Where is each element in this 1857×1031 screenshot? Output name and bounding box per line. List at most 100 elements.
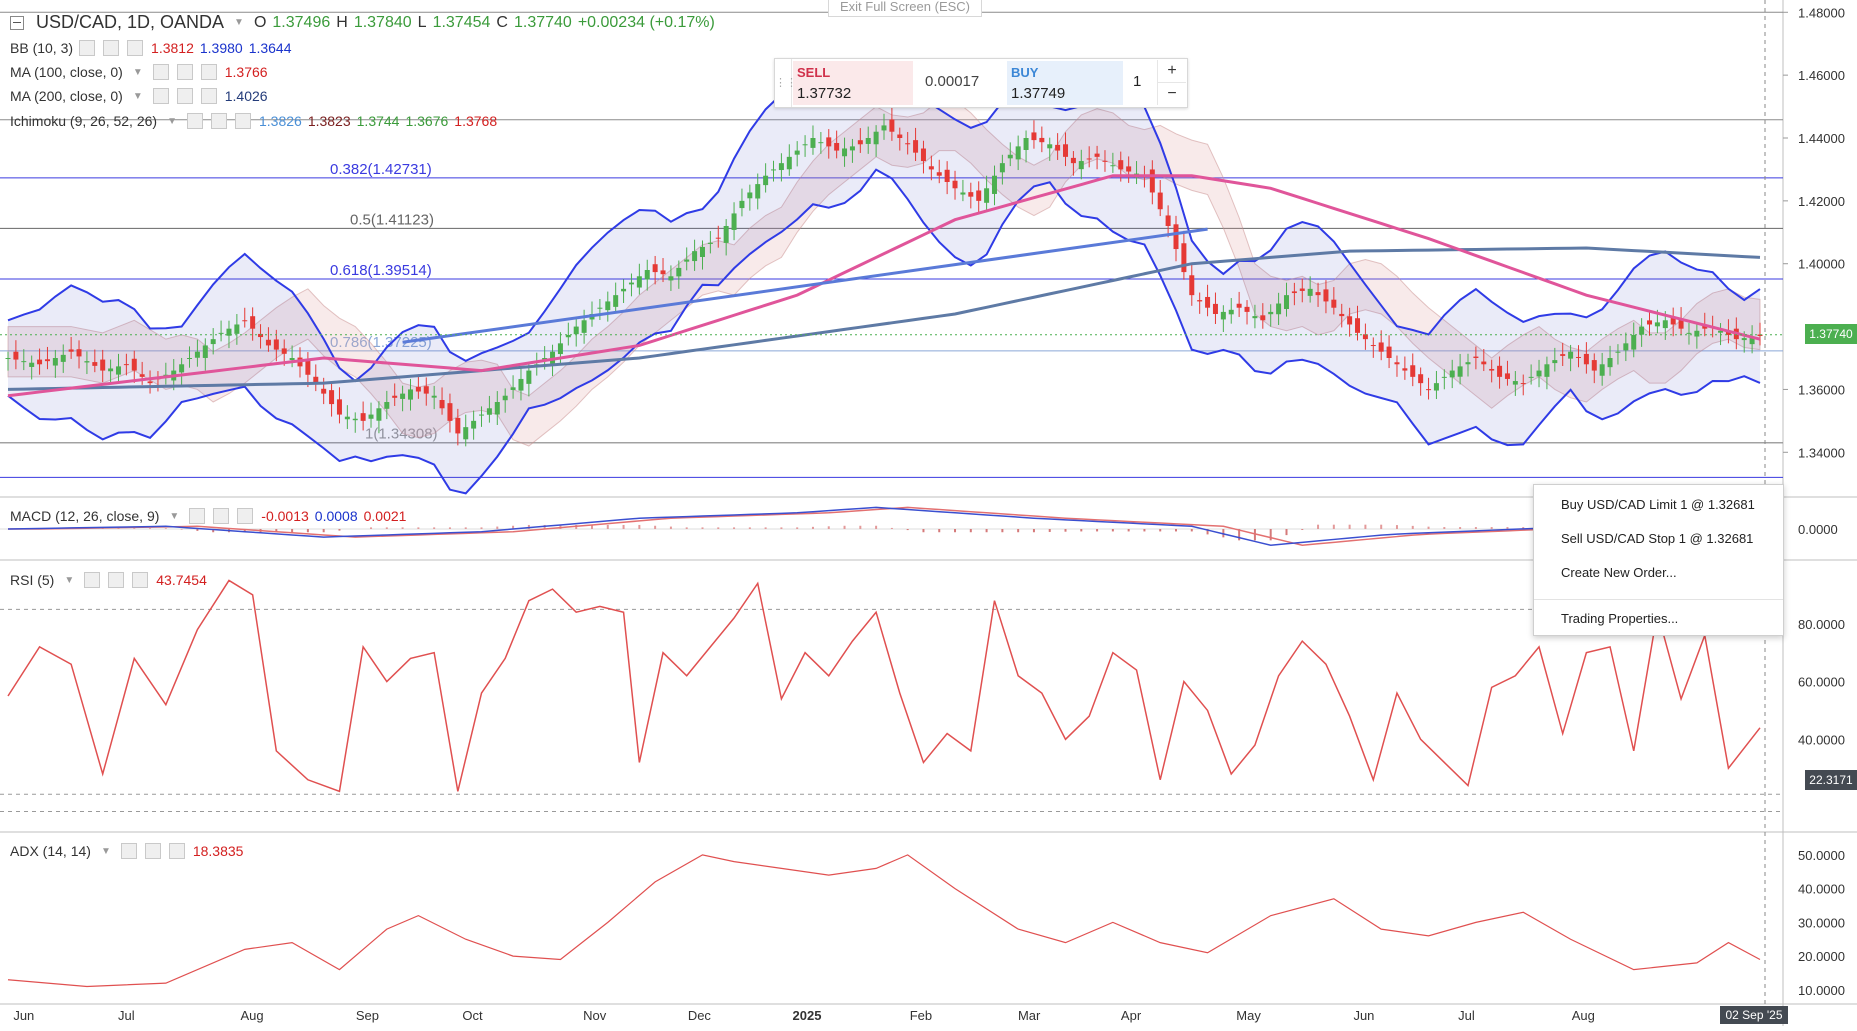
trade-panel[interactable]: ⋮⋮ SELL 1.37732 0.00017 BUY 1.37749 1 + … — [774, 58, 1188, 108]
ma200-name: MA (200, close, 0) — [10, 88, 123, 104]
candle-body — [1299, 288, 1305, 291]
legend-bb[interactable]: BB (10, 3) 1.3812 1.3980 1.3644 — [10, 40, 292, 56]
fib-level-label: 0.786(1.37225) — [330, 334, 432, 351]
ma200-value: 1.4026 — [224, 88, 268, 104]
menu-item-trading-properties[interactable]: Trading Properties... — [1561, 611, 1679, 626]
rsi-value: 43.7454 — [156, 572, 207, 588]
ma100-line — [7, 174, 1761, 398]
quantity-field[interactable]: 1 — [1133, 73, 1142, 90]
candle-body — [313, 376, 319, 384]
x-tick-label: Sep — [356, 1008, 379, 1023]
eye-icon[interactable] — [152, 64, 169, 80]
gear-icon[interactable] — [108, 572, 125, 588]
chevron-down-icon[interactable]: ▼ — [100, 845, 111, 857]
sell-button[interactable]: SELL 1.37732 — [793, 61, 913, 105]
candle-body — [336, 399, 342, 415]
close-icon[interactable] — [237, 508, 254, 524]
candle-body — [1276, 303, 1282, 315]
gear-icon[interactable] — [176, 88, 193, 104]
sell-label: SELL — [797, 65, 831, 80]
quantity-decrease-button[interactable]: − — [1157, 83, 1186, 105]
candle-body — [636, 276, 642, 288]
menu-item-create-order[interactable]: Create New Order... — [1561, 565, 1677, 580]
menu-item-sell-stop[interactable]: Sell USD/CAD Stop 1 @ 1.32681 — [1561, 531, 1754, 546]
drag-handle-icon[interactable]: ⋮⋮ — [775, 59, 797, 107]
candle-body — [1489, 368, 1495, 371]
eye-icon[interactable] — [152, 88, 169, 104]
bb-value-basis: 1.3812 — [151, 40, 194, 56]
candle-body — [668, 276, 674, 281]
ichimoku-cloud — [7, 99, 1761, 447]
gear-icon[interactable] — [176, 64, 193, 80]
x-tick-label: Mar — [1018, 1008, 1041, 1023]
candle-body — [108, 368, 114, 372]
legend-ichimoku[interactable]: Ichimoku (9, 26, 52, 26) ▼ 1.3826 1.3823… — [10, 113, 497, 129]
close-icon[interactable] — [132, 572, 149, 588]
candle-body — [1607, 358, 1613, 368]
candle-body — [1647, 320, 1653, 325]
exit-fullscreen-hint[interactable]: Exit Full Screen (ESC) — [828, 0, 982, 17]
candle-body — [1323, 289, 1329, 302]
candle-body — [984, 188, 990, 203]
eye-icon[interactable] — [84, 572, 101, 588]
close-icon[interactable] — [168, 843, 185, 859]
macd-signal-line — [8, 506, 1761, 546]
ma100-name: MA (100, close, 0) — [10, 64, 123, 80]
buy-button[interactable]: BUY 1.37749 — [1007, 61, 1123, 105]
y-tick-label: 60.0000 — [1798, 675, 1845, 690]
candle-body — [597, 307, 603, 309]
chevron-down-icon[interactable]: ▼ — [167, 115, 177, 127]
legend-macd[interactable]: MACD (12, 26, close, 9) ▼ -0.0013 0.0008… — [10, 508, 406, 524]
legend-ma100[interactable]: MA (100, close, 0) ▼ 1.3766 — [10, 64, 268, 80]
candle-body — [1654, 322, 1660, 327]
legend-ma200[interactable]: MA (200, close, 0) ▼ 1.4026 — [10, 88, 268, 104]
context-menu[interactable]: Buy USD/CAD Limit 1 @ 1.32681 Sell USD/C… — [1533, 484, 1784, 636]
chevron-down-icon[interactable]: ▼ — [169, 510, 180, 522]
legend-adx[interactable]: ADX (14, 14) ▼ 18.3835 — [10, 843, 243, 859]
collapse-icon[interactable] — [10, 15, 24, 30]
candle-body — [1347, 316, 1353, 325]
candle-body — [692, 251, 698, 262]
quantity-increase-button[interactable]: + — [1157, 60, 1186, 83]
candle-body — [976, 190, 982, 201]
y-tick-label: 50.0000 — [1798, 848, 1845, 863]
close-icon[interactable] — [234, 113, 251, 129]
candle-body — [550, 351, 556, 364]
eye-icon[interactable] — [189, 508, 206, 524]
close-icon[interactable] — [200, 88, 217, 104]
gear-icon[interactable] — [213, 508, 230, 524]
candle-body — [234, 324, 240, 334]
x-tick-label: May — [1236, 1008, 1261, 1023]
y-tick-label: 1.36000 — [1798, 382, 1845, 397]
close-icon[interactable] — [127, 40, 144, 56]
legend-rsi[interactable]: RSI (5) ▼ 43.7454 — [10, 572, 207, 588]
candle-body — [1291, 291, 1297, 294]
candle-body — [1386, 346, 1392, 358]
candle-body — [226, 328, 232, 336]
eye-icon[interactable] — [186, 113, 203, 129]
chevron-down-icon[interactable]: ▼ — [64, 574, 75, 586]
gear-icon[interactable] — [144, 843, 161, 859]
candle-body — [1718, 330, 1724, 333]
buy-label: BUY — [1011, 65, 1039, 80]
candle-body — [510, 387, 516, 390]
candle-body — [1449, 370, 1455, 378]
close-icon[interactable] — [200, 64, 217, 80]
candle-body — [92, 362, 98, 366]
chevron-down-icon[interactable]: ▼ — [132, 66, 143, 78]
chevron-down-icon[interactable]: ▼ — [234, 17, 244, 28]
menu-item-buy-limit[interactable]: Buy USD/CAD Limit 1 @ 1.32681 — [1561, 497, 1755, 512]
eye-icon[interactable] — [120, 843, 137, 859]
eye-icon[interactable] — [79, 40, 96, 56]
candle-body — [1165, 215, 1171, 226]
candle-body — [1426, 389, 1432, 391]
gear-icon[interactable] — [103, 40, 120, 56]
candle-body — [1473, 356, 1479, 358]
x-tick-label: Jul — [118, 1008, 135, 1023]
candle-body — [1512, 381, 1518, 385]
gear-icon[interactable] — [210, 113, 227, 129]
chevron-down-icon[interactable]: ▼ — [132, 90, 143, 102]
rsi-name: RSI (5) — [10, 572, 55, 588]
candle-body — [991, 175, 997, 194]
fib-level-label: 0.618(1.39514) — [330, 262, 432, 279]
